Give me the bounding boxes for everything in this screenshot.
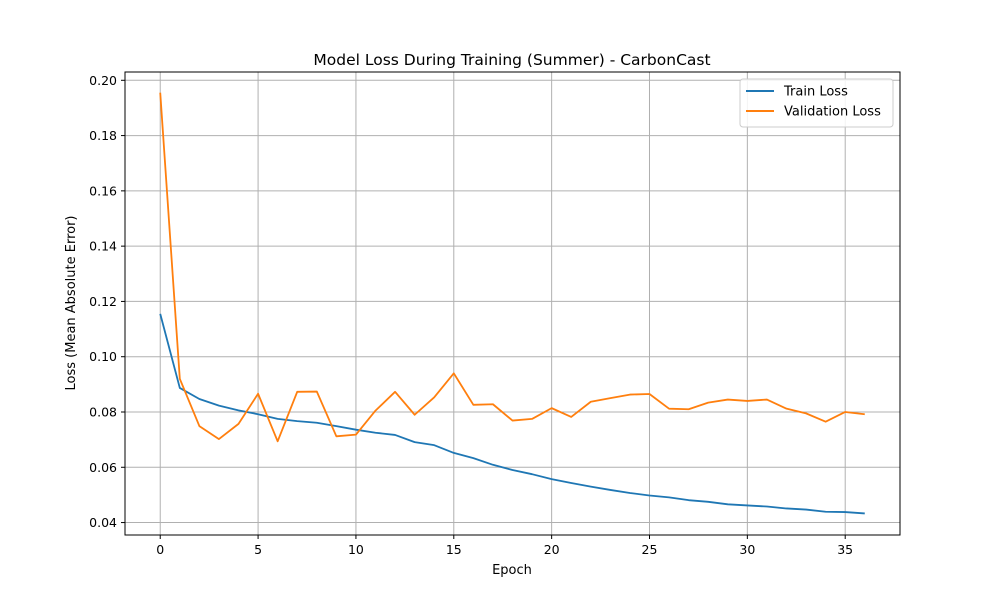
y-tick-label: 0.16 xyxy=(89,183,117,198)
y-tick-label: 0.14 xyxy=(89,239,117,254)
x-tick-label: 35 xyxy=(837,542,853,557)
plot-area-frame xyxy=(124,71,901,536)
y-tick-label: 0.12 xyxy=(89,294,117,309)
legend-label-validation-loss: Validation Loss xyxy=(784,105,881,120)
y-tick-label: 0.20 xyxy=(89,73,117,88)
x-tick-label: 10 xyxy=(348,542,364,557)
axis-ticks: 0 5 10 15 20 25 30 35 0.04 0.06 0.08 0.10 0.12 0.14 0.… xyxy=(89,73,853,557)
series-lines xyxy=(159,92,865,515)
x-tick-label: 0 xyxy=(156,542,164,557)
x-tick-label: 25 xyxy=(642,542,658,557)
x-tick-label: 20 xyxy=(544,542,560,557)
legend-label-train-loss: Train Loss xyxy=(783,85,848,100)
y-tick-label: 0.06 xyxy=(89,460,117,475)
y-tick-label: 0.08 xyxy=(89,404,117,419)
legend-box xyxy=(739,78,894,128)
legend: Train Loss Validation Loss xyxy=(739,78,894,128)
y-axis-label: Loss (Mean Absolute Error) xyxy=(64,216,79,391)
series-line-train-loss xyxy=(159,313,865,515)
y-tick-label: 0.18 xyxy=(89,128,117,143)
x-tick-label: 15 xyxy=(446,542,462,557)
series-line-validation-loss xyxy=(159,92,865,443)
y-tick-label: 0.10 xyxy=(89,349,117,364)
grid-lines xyxy=(125,72,900,535)
x-tick-label: 5 xyxy=(254,542,262,557)
x-tick-label: 30 xyxy=(739,542,755,557)
y-tick-label: 0.04 xyxy=(89,515,117,530)
chart-title: Model Loss During Training (Summer) - Ca… xyxy=(313,51,710,69)
x-axis-label: Epoch xyxy=(492,563,532,578)
